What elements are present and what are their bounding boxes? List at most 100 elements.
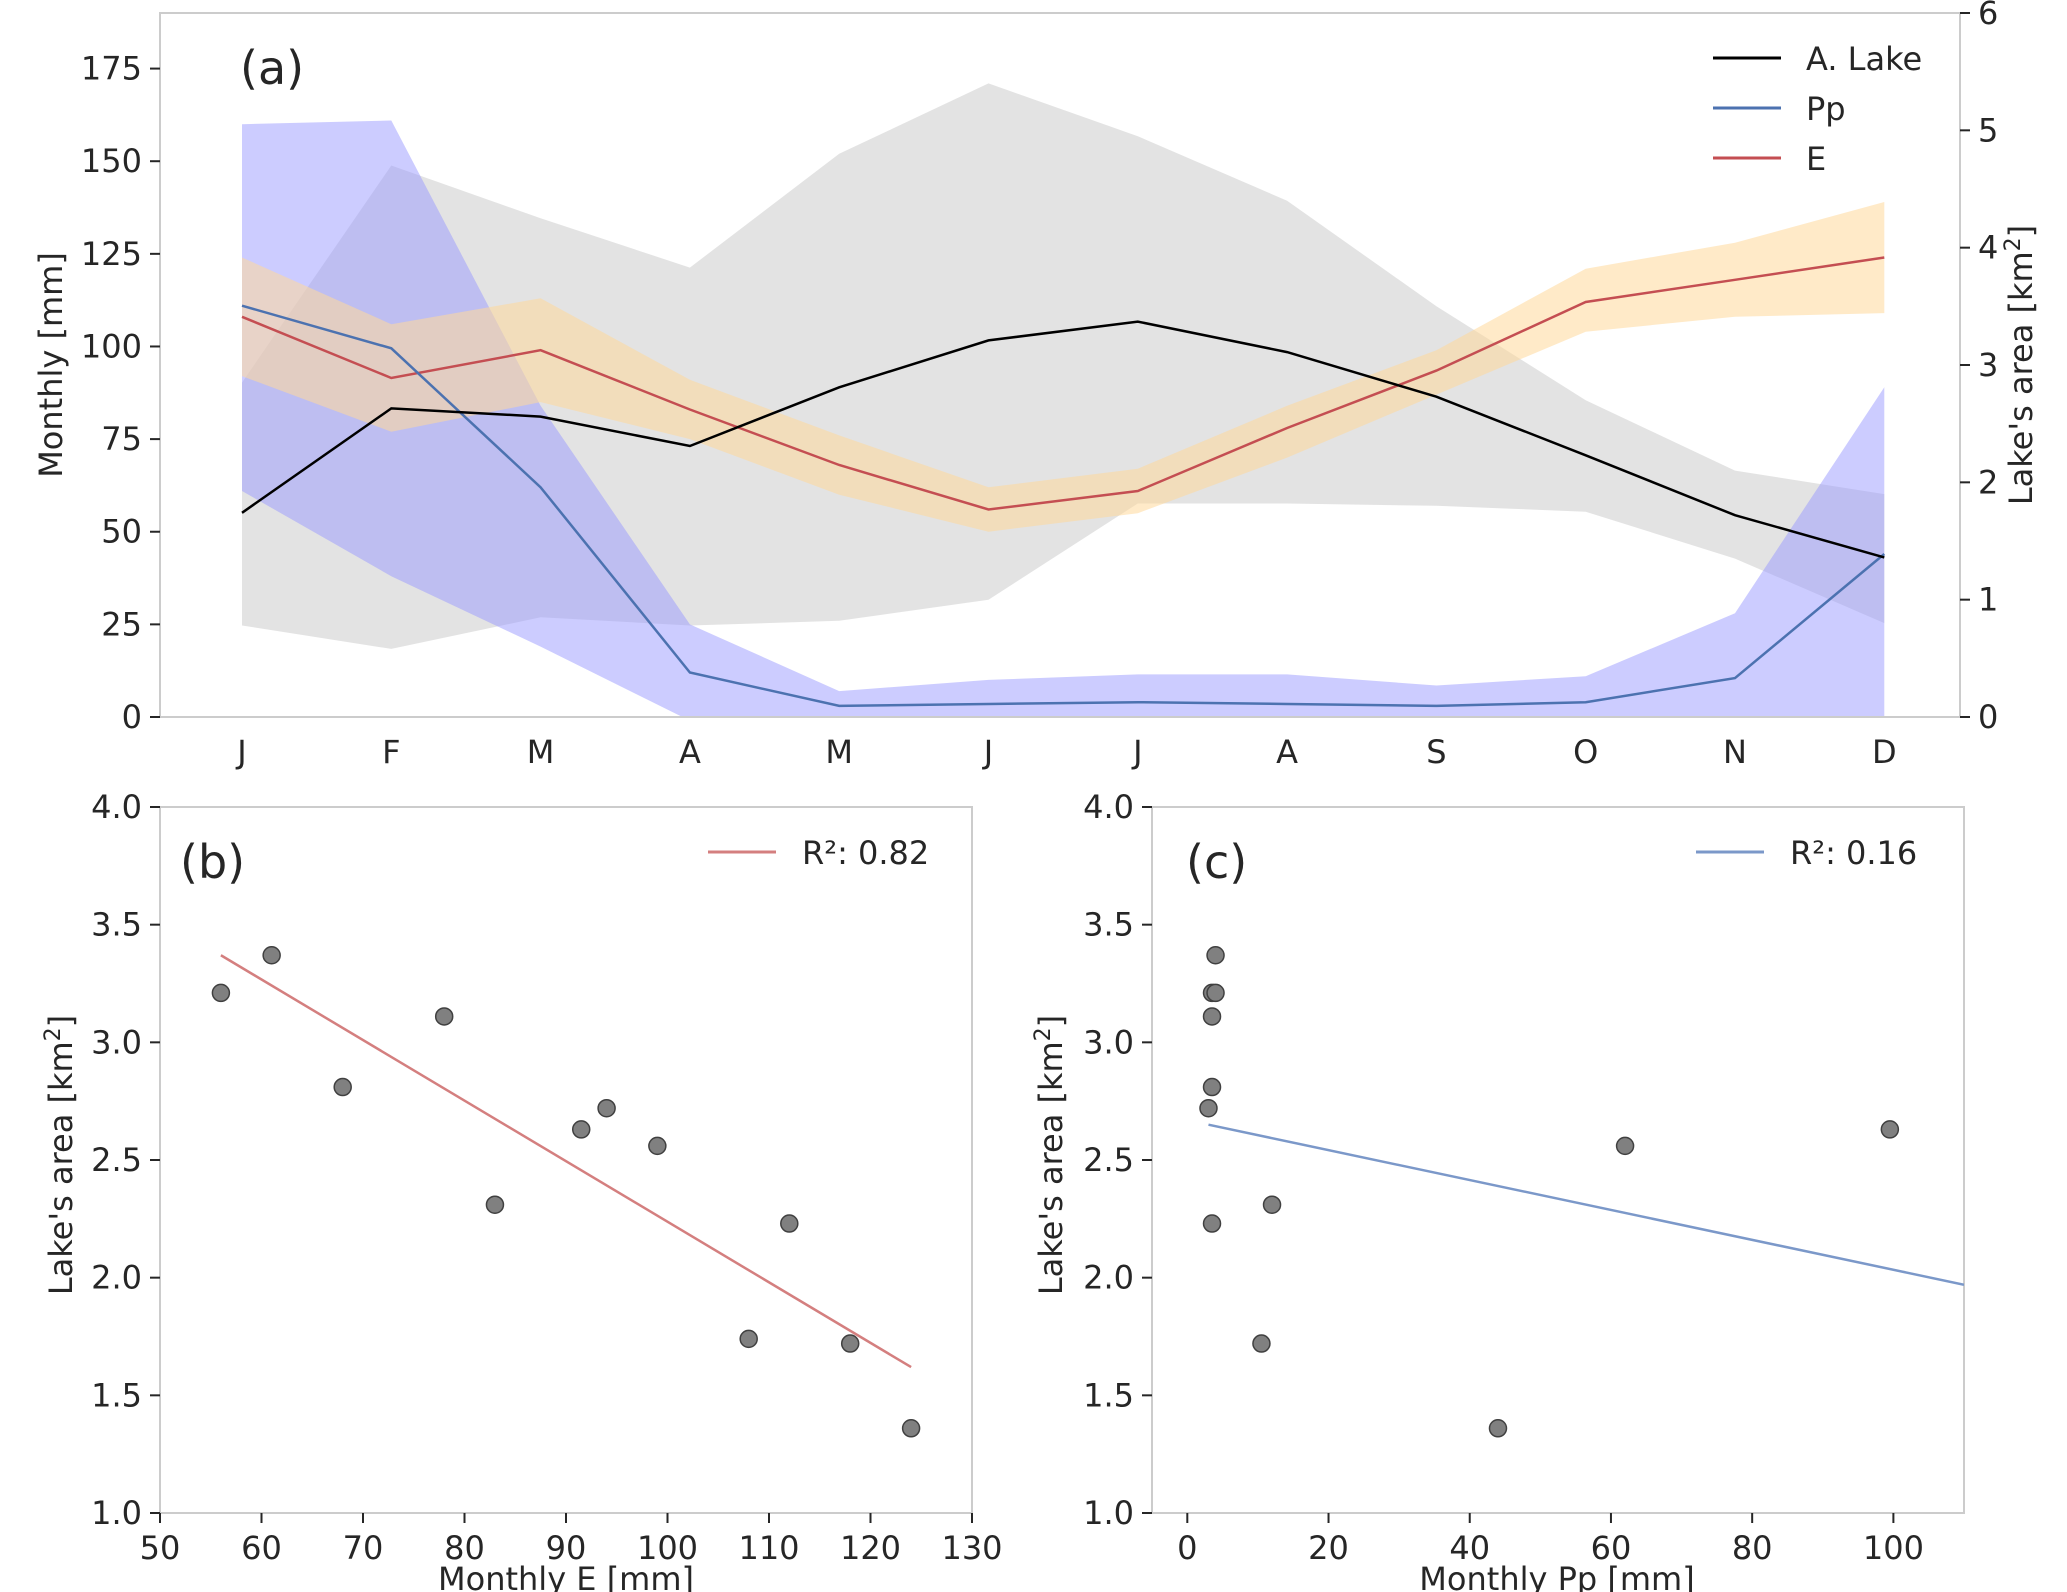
panel-c-ytick-label: 3.5 — [1083, 906, 1134, 944]
panel-b-ylabel-sup: 2 — [41, 1027, 66, 1041]
panel-c-xtick-label: 60 — [1591, 1529, 1632, 1567]
panel-c-ytick-label: 2.5 — [1083, 1141, 1134, 1179]
panel-a-y2label-end: ] — [2002, 225, 2040, 237]
panel-a-ytick-label: 75 — [101, 420, 142, 458]
panel-b-scatter-point — [485, 1195, 505, 1214]
panel-b-xtick-label: 120 — [840, 1529, 901, 1567]
panel-c-scatter-point — [1880, 1120, 1900, 1139]
panel-b-scatter-point — [739, 1329, 758, 1349]
panel-b-xlabel: Monthly E [mm] — [438, 1560, 694, 1592]
legend-pp-label: Pp — [1806, 90, 1846, 128]
panel-b-label: (b) — [180, 835, 245, 889]
panel-c-frame — [1151, 806, 1965, 1514]
panel-b-xtick-label: 70 — [343, 1529, 384, 1567]
panel-c-fit-line — [1208, 1123, 1964, 1286]
panel-a-pp-band — [242, 120, 1885, 717]
panel-a-lake-band — [242, 83, 1885, 649]
panel-c-xlabel: Monthly Pp [mm] — [1419, 1560, 1694, 1592]
panel-a-y2tick-label: 4 — [1978, 229, 1998, 267]
panel-c-scatter-point — [1262, 1195, 1282, 1214]
panel-a-y2label-main: Lake's area [km — [2002, 251, 2040, 505]
panel-a-y2tick-label: 5 — [1978, 111, 1998, 149]
panel-a-y2tick-label: 3 — [1978, 346, 1998, 384]
panel-b-scatter-point — [262, 946, 281, 965]
panel-c-scatter-point — [1252, 1334, 1271, 1353]
panel-c-legend-label: R²: 0.16 — [1790, 834, 1917, 872]
panel-a-ytick-label: 50 — [101, 513, 142, 551]
panel-b-xtick-label: 100 — [637, 1529, 698, 1567]
panel-a-label: (a) — [240, 41, 304, 95]
panel-b-ytick-label: 1.5 — [91, 1376, 142, 1414]
panel-b-ytick-label: 1.0 — [91, 1494, 142, 1532]
panel-c-xtick-label: 0 — [1177, 1529, 1197, 1567]
panel-a-xtick-label: O — [1573, 733, 1598, 771]
panel-b-scatter-point — [434, 1007, 454, 1026]
panel-b-xtick-label: 130 — [941, 1529, 1002, 1567]
panel-a-e-band — [242, 202, 1885, 532]
panel-b-xtick-label: 80 — [444, 1529, 485, 1567]
panel-b-xtick-label: 60 — [241, 1529, 282, 1567]
panel-a-ytick-label: 125 — [81, 235, 142, 273]
panel-b-legend: R²: 0.82 — [708, 834, 929, 872]
panel-a-xtick-label: D — [1872, 733, 1897, 771]
panel-b-ylabel-end: ] — [42, 1015, 80, 1027]
panel-c-scatter-point — [1202, 1007, 1222, 1026]
panel-b-scatter-point — [597, 1098, 616, 1118]
panel-c-ytick-label: 3.0 — [1083, 1023, 1134, 1061]
panel-a-xtick-label: A — [1276, 733, 1298, 771]
panel-a-ytick-label: 175 — [81, 50, 142, 88]
panel-b-scatter-point — [901, 1419, 921, 1438]
legend-lake-label: A. Lake — [1806, 40, 1922, 78]
panel-c-scatter-point — [1206, 946, 1225, 965]
panel-a-ytick-label: 25 — [101, 605, 142, 643]
panel-a-xtick-label: J — [982, 733, 993, 771]
panel-c-xtick-label: 20 — [1308, 1529, 1349, 1567]
panel-a-y2tick-label: 1 — [1978, 581, 1998, 619]
panel-c-scatter-point — [1202, 1214, 1222, 1233]
panel-a-y2label: Lake's area [km2] — [2001, 225, 2040, 505]
panel-b-ytick-label: 4.0 — [91, 788, 142, 826]
panel-a-xtick-label: N — [1723, 733, 1747, 771]
panel-a-xtick-label: S — [1426, 733, 1446, 771]
panel-b-scatter-point — [780, 1214, 799, 1233]
panel-a-y2tick-label: 2 — [1978, 463, 1998, 501]
panel-c-legend: R²: 0.16 — [1696, 834, 1917, 872]
panel-a-e-line — [241, 256, 1885, 511]
panel-a-y2label-sup: 2 — [2001, 237, 2026, 251]
panel-b-scatter-point — [211, 983, 231, 1003]
panel-c-xtick-label: 40 — [1449, 1529, 1490, 1567]
panel-b-scatter-point — [648, 1136, 667, 1156]
panel-a-ytick-label: 0 — [122, 698, 142, 736]
panel-c-scatter-point — [1615, 1136, 1635, 1156]
panel-b-fit-line — [220, 954, 912, 1369]
panel-a-ylabel: Monthly [mm] — [32, 252, 70, 478]
panel-c-ytick-label: 1.0 — [1083, 1494, 1134, 1532]
panel-b-xtick-label: 110 — [738, 1529, 799, 1567]
panel-c-ylabel-main: Lake's area [km — [1032, 1041, 1070, 1295]
panel-b-xtick-label: 50 — [140, 1529, 181, 1567]
legend-e-label: E — [1806, 140, 1826, 178]
panel-c-scatter-point — [1202, 1077, 1222, 1097]
panel-c-scatter-point — [1199, 1098, 1218, 1118]
panel-c-ylabel-end: ] — [1032, 1015, 1070, 1027]
panel-a-y2tick-label: 0 — [1978, 698, 1998, 736]
panel-c-ytick-label: 2.0 — [1083, 1259, 1134, 1297]
panel-a-xtick-label: A — [679, 733, 701, 771]
panel-a-xtick-label: F — [382, 733, 400, 771]
panel-a-y2tick-label: 6 — [1978, 0, 1998, 32]
panel-a-pp-line — [241, 304, 1886, 708]
panel-c-scatter-point — [1206, 983, 1225, 1003]
panel-c-ytick-label: 1.5 — [1083, 1376, 1134, 1414]
panel-a-ytick-label: 150 — [81, 142, 142, 180]
panel-a-legend: A. Lake Pp E — [1713, 40, 1922, 178]
panel-b-ylabel: Lake's area [km2] — [41, 1015, 80, 1295]
panel-b-ylabel-main: Lake's area [km — [42, 1041, 80, 1295]
panel-a-xtick-label: J — [1131, 733, 1142, 771]
panel-b-scatter-point — [333, 1077, 352, 1097]
panel-b-scatter-point — [571, 1120, 591, 1139]
panel-a-lake-line — [241, 320, 1885, 559]
panel-c-xtick-label: 100 — [1863, 1529, 1924, 1567]
panel-b-ytick-label: 2.5 — [91, 1141, 142, 1179]
panel-c-ytick-label: 4.0 — [1083, 788, 1134, 826]
